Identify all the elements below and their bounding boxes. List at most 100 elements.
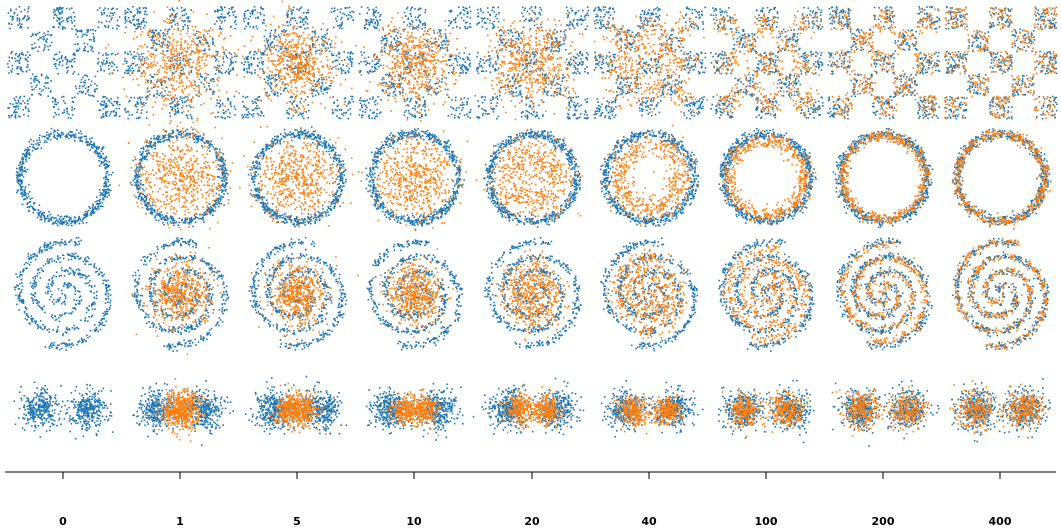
generated-point [443, 104, 445, 106]
generated-point [166, 68, 168, 70]
target-point [430, 79, 432, 81]
generated-point [409, 68, 411, 70]
target-point [129, 20, 131, 22]
generated-point [321, 50, 323, 52]
generated-point [445, 29, 447, 31]
target-point [333, 54, 335, 56]
generated-point [465, 47, 467, 49]
target-point [467, 13, 469, 15]
generated-point [205, 90, 207, 92]
generated-point [187, 30, 189, 32]
generated-point [157, 62, 159, 64]
target-point [125, 27, 127, 29]
generated-point [290, 41, 292, 43]
target-point [32, 73, 34, 75]
generated-point [435, 52, 437, 54]
target-point [519, 36, 521, 38]
generated-point [141, 60, 143, 62]
target-point [21, 26, 23, 28]
generated-point [172, 33, 174, 35]
generated-point [312, 47, 314, 49]
target-point [499, 30, 501, 32]
generated-point [223, 52, 225, 54]
target-point [9, 28, 11, 30]
generated-point [176, 45, 178, 47]
generated-point [146, 67, 148, 69]
generated-point [163, 67, 165, 69]
target-point [377, 12, 379, 14]
target-point [181, 107, 183, 109]
target-point [300, 26, 302, 28]
target-point [371, 118, 373, 120]
target-point [580, 58, 582, 60]
generated-point [280, 69, 282, 71]
target-point [139, 8, 141, 10]
target-point [415, 52, 417, 54]
target-point [260, 100, 262, 102]
generated-point [312, 62, 314, 64]
target-point [450, 106, 452, 108]
generated-point [235, 54, 237, 56]
target-point [425, 46, 427, 48]
generated-point [287, 60, 289, 62]
generated-point [168, 91, 170, 93]
target-point [235, 20, 237, 22]
target-point [476, 56, 478, 58]
target-point [98, 52, 100, 54]
generated-point [171, 75, 173, 77]
target-point [229, 65, 231, 67]
target-point [144, 25, 146, 27]
generated-point [194, 43, 196, 45]
target-point [68, 17, 70, 19]
target-point [97, 58, 99, 60]
target-point [205, 42, 207, 44]
target-point [290, 19, 292, 21]
generated-point [400, 42, 402, 44]
generated-point [235, 91, 237, 93]
generated-point [328, 39, 330, 41]
target-point [85, 87, 87, 89]
target-point [26, 71, 28, 73]
generated-point [424, 30, 426, 32]
target-point [124, 72, 126, 74]
target-point [466, 114, 468, 116]
target-point [375, 7, 377, 9]
target-points [124, 6, 238, 119]
generated-point [203, 84, 205, 86]
target-point [7, 63, 9, 65]
target-point [450, 56, 452, 58]
target-point [322, 83, 324, 85]
generated-point [398, 73, 400, 75]
target-point [141, 112, 143, 114]
target-point [143, 27, 145, 29]
target-point [385, 90, 387, 92]
generated-point [293, 55, 295, 57]
target-point [108, 65, 110, 67]
target-point [12, 18, 14, 20]
target-point [254, 9, 256, 11]
target-point [465, 28, 467, 30]
generated-point [273, 35, 275, 37]
target-point [252, 116, 254, 118]
target-point [286, 110, 288, 112]
generated-point [393, 30, 395, 32]
target-point [200, 37, 202, 39]
target-point [456, 107, 458, 109]
generated-point [341, 41, 343, 43]
target-point [410, 10, 412, 12]
target-point [448, 97, 450, 99]
target-point [577, 25, 579, 27]
target-point [127, 53, 129, 55]
target-point [72, 101, 74, 103]
target-point [106, 15, 108, 17]
target-point [19, 23, 21, 25]
target-point [41, 91, 43, 93]
generated-point [298, 70, 300, 72]
target-point [313, 90, 315, 92]
generated-point [293, 47, 295, 49]
target-point [465, 7, 467, 9]
generated-point [403, 31, 405, 33]
generated-point [164, 63, 166, 65]
target-point [246, 68, 248, 70]
target-point [81, 31, 83, 33]
